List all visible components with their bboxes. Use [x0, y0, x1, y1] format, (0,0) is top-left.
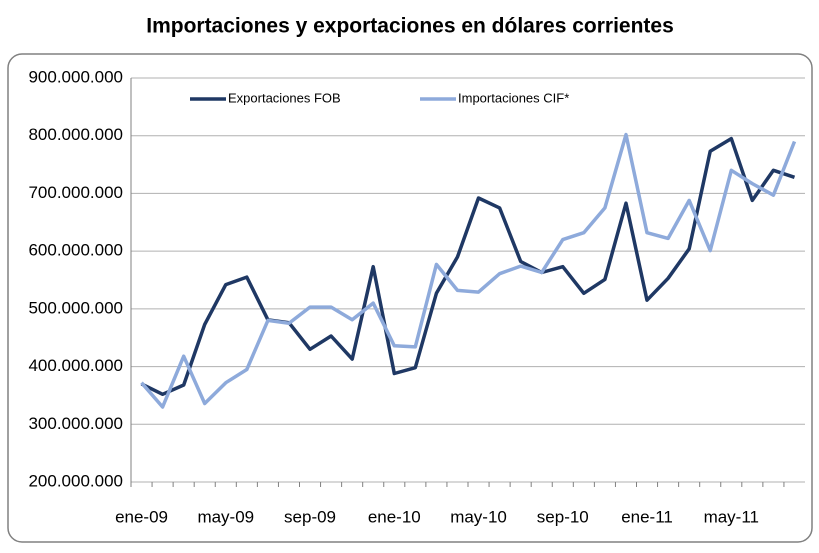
x-tick-label: may-10	[450, 507, 507, 526]
x-tick-label: ene-10	[368, 507, 421, 526]
y-tick-label: 900.000.000	[28, 67, 123, 86]
y-tick-label: 600.000.000	[28, 241, 123, 260]
y-tick-label: 700.000.000	[28, 183, 123, 202]
x-tick-label: sep-09	[284, 507, 336, 526]
series-line	[140, 132, 797, 409]
x-tick-label: may-11	[704, 507, 759, 526]
x-tick-label: ene-11	[621, 507, 673, 526]
legend-label: Importaciones CIF*	[458, 90, 569, 105]
y-tick-label: 300.000.000	[28, 414, 123, 433]
chart-frame	[7, 53, 813, 543]
x-tick-label: may-09	[197, 507, 254, 526]
y-tick-label: 800.000.000	[28, 125, 123, 144]
y-tick-label: 500.000.000	[28, 298, 123, 317]
series-line	[140, 136, 796, 397]
chart-title: Importaciones y exportaciones en dólares…	[146, 15, 674, 38]
x-tick-label: sep-10	[537, 507, 589, 526]
y-tick-label: 400.000.000	[28, 356, 123, 375]
legend-label: Exportaciones FOB	[228, 90, 341, 105]
x-tick-label: ene-09	[115, 507, 168, 526]
y-tick-label: 200.000.000	[28, 471, 123, 490]
